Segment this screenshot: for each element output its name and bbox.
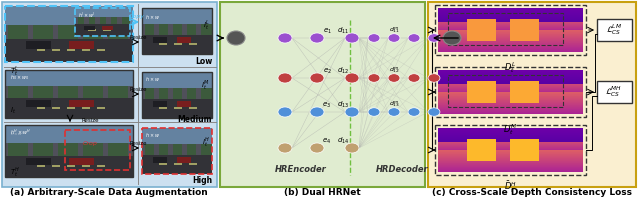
Text: $d_{13}^m$: $d_{13}^m$ [389,99,401,109]
Ellipse shape [368,74,380,82]
Text: $h\times w$: $h\times w$ [145,75,160,83]
Ellipse shape [345,143,359,153]
Ellipse shape [388,34,400,42]
Ellipse shape [345,33,359,43]
Ellipse shape [388,74,400,82]
Text: Resize: Resize [129,35,147,40]
Text: $h\times w$: $h\times w$ [145,13,160,21]
Ellipse shape [388,108,400,116]
FancyBboxPatch shape [428,2,636,187]
Text: Resize: Resize [82,117,99,122]
Text: $I_t^L$: $I_t^L$ [203,18,210,32]
Text: $d_{12}^m$: $d_{12}^m$ [390,65,401,75]
Text: High: High [192,176,212,185]
Text: HRDecoder: HRDecoder [376,166,428,174]
Ellipse shape [278,73,292,83]
Text: $d_{11}$: $d_{11}$ [337,26,349,36]
Ellipse shape [428,74,440,82]
Text: $T_t^L$: $T_t^L$ [10,64,19,78]
Text: $d_{11}^m$: $d_{11}^m$ [389,25,401,35]
Ellipse shape [310,33,324,43]
Ellipse shape [310,143,324,153]
Text: $\mathcal{L}_{CS}^{LM}$: $\mathcal{L}_{CS}^{LM}$ [606,23,622,37]
Text: $e_1$: $e_1$ [323,26,332,36]
Text: $d_{12}$: $d_{12}$ [337,66,349,76]
Text: $I_t^M$: $I_t^M$ [202,78,210,92]
Text: (a) Arbitrary-Scale Data Augmentation: (a) Arbitrary-Scale Data Augmentation [10,188,208,197]
Text: Crop: Crop [83,140,97,146]
Ellipse shape [368,108,380,116]
Text: $\bar{D}_t^H$: $\bar{D}_t^H$ [504,180,516,195]
Ellipse shape [408,108,420,116]
Text: $T_t^H$: $T_t^H$ [10,165,20,179]
FancyBboxPatch shape [220,2,425,187]
Ellipse shape [345,73,359,83]
Text: $e_2$: $e_2$ [323,66,332,76]
Text: $D_t^L$: $D_t^L$ [504,60,516,75]
Text: $e_4$: $e_4$ [323,136,332,146]
Ellipse shape [310,107,324,117]
Text: HREncoder: HREncoder [275,166,327,174]
Text: Medium: Medium [177,115,212,124]
Text: $\mathcal{L}_{CS}^{MH}$: $\mathcal{L}_{CS}^{MH}$ [605,85,623,99]
Ellipse shape [408,34,420,42]
Text: Resize: Resize [129,87,147,92]
Text: $h\times w^H$: $h\times w^H$ [10,130,26,139]
FancyBboxPatch shape [597,81,632,103]
Text: (b) Dual HRNet: (b) Dual HRNet [284,188,360,197]
Text: $h^l\times w^l$: $h^l\times w^l$ [78,11,96,20]
Ellipse shape [278,143,292,153]
Text: $I_t$: $I_t$ [10,106,16,116]
Ellipse shape [345,107,359,117]
Ellipse shape [310,73,324,83]
FancyBboxPatch shape [2,2,217,187]
Text: $e_3$: $e_3$ [323,100,332,110]
Text: $I_t^H$: $I_t^H$ [202,135,210,149]
Ellipse shape [428,34,440,42]
Text: $h^H\times w^H$: $h^H\times w^H$ [10,128,31,137]
Ellipse shape [443,31,461,45]
Text: $d_{13}$: $d_{13}$ [337,100,349,110]
Ellipse shape [278,33,292,43]
Text: $D_t^M$: $D_t^M$ [503,122,517,137]
Text: Copy: Copy [129,14,145,19]
Ellipse shape [408,74,420,82]
Text: $h\times w$: $h\times w$ [145,131,160,139]
Text: $d_{14}$: $d_{14}$ [337,136,349,146]
Text: (c) Cross-Scale Depth Consistency Loss: (c) Cross-Scale Depth Consistency Loss [432,188,632,197]
FancyBboxPatch shape [597,19,632,41]
Ellipse shape [227,31,245,45]
Text: $h_0\times w_0$: $h_0\times w_0$ [10,73,29,82]
Ellipse shape [278,107,292,117]
Ellipse shape [368,34,380,42]
Text: Resize: Resize [129,141,147,146]
Ellipse shape [428,108,440,116]
Text: Low: Low [195,57,212,66]
